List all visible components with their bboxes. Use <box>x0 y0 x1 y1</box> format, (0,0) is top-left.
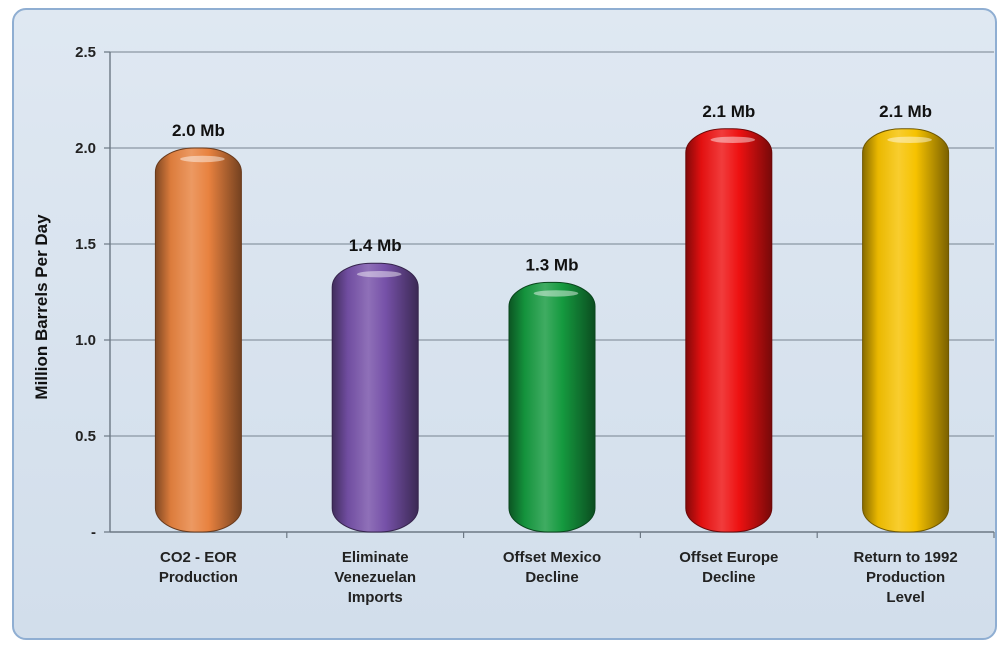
y-tick-label: 1.5 <box>75 236 96 253</box>
x-category-label: Eliminate Venezuelan Imports <box>334 549 416 606</box>
x-category-label-line: Offset Mexico <box>503 549 601 566</box>
data-label: 1.4 Mb <box>349 236 402 255</box>
y-axis-title: Million Barrels Per Day <box>32 214 51 400</box>
grid-layer <box>110 51 994 437</box>
bar-group <box>154 147 242 533</box>
x-category-label: CO2 - EOR Production <box>159 549 238 586</box>
data-label: 1.3 Mb <box>526 255 579 274</box>
x-category-label-line: Imports <box>348 589 403 606</box>
x-category-label-line: Offset Europe <box>679 549 778 566</box>
x-category-label: Offset Mexico Decline <box>503 549 601 586</box>
y-tick-label: 0.5 <box>75 428 96 445</box>
y-tick-label: 2.0 <box>75 140 96 157</box>
label-layer: 2.0 Mb CO2 - EOR Production 1.4 Mb Eliminate… <box>159 102 958 606</box>
x-category-label-line: Level <box>886 589 924 606</box>
x-category-label-line: Return to 1992 <box>853 549 957 566</box>
bar-group <box>331 262 419 533</box>
bar-group <box>685 128 773 533</box>
y-tick-label: 2.5 <box>75 44 96 61</box>
bar <box>508 281 596 533</box>
bar-group <box>508 281 596 533</box>
data-label: 2.1 Mb <box>879 102 932 121</box>
bar <box>685 128 773 533</box>
bar-highlight <box>887 136 932 143</box>
bar <box>862 128 950 533</box>
x-category-label-line: Decline <box>525 569 578 586</box>
x-category-label: Return to 1992 Production Level <box>853 549 957 606</box>
data-label: 2.0 Mb <box>172 121 225 140</box>
bar-highlight <box>710 136 756 143</box>
bar-highlight <box>533 290 579 297</box>
bar-layer <box>154 128 950 533</box>
x-category-label-line: Production <box>866 569 945 586</box>
data-label: 2.1 Mb <box>702 102 755 121</box>
x-category-label-line: Eliminate <box>342 549 409 566</box>
x-category-label-line: Production <box>159 569 238 586</box>
x-category-label: Offset Europe Decline <box>679 549 778 586</box>
chart-frame: -0.5 1.0 1.5 2.0 2.5 Million Barrels Per Day … <box>12 8 997 640</box>
x-category-label-line: Venezuelan <box>334 569 416 586</box>
bar-group <box>862 128 950 533</box>
x-category-label-line: Decline <box>702 569 755 586</box>
bar <box>154 147 242 533</box>
axis-layer: - 0.5 1.0 1.5 2.0 2.5 Million Barrels Per Day <box>32 44 995 541</box>
y-tick-label: 1.0 <box>75 332 96 349</box>
bar-highlight <box>356 271 402 278</box>
x-category-label-line: CO2 - EOR <box>160 549 237 566</box>
bar-highlight <box>180 155 225 163</box>
y-tick-label: - <box>91 524 96 541</box>
bar <box>331 262 419 533</box>
